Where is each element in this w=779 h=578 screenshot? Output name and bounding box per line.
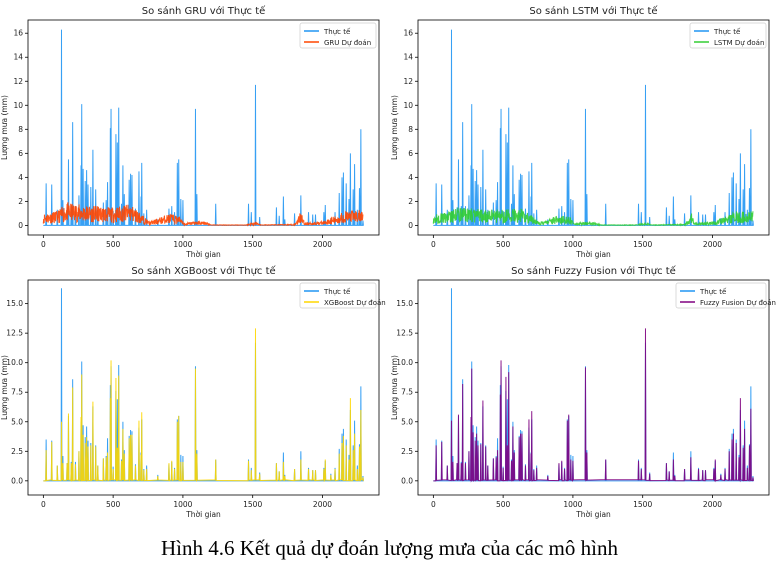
chart-xgboost: So sánh XGBoost với Thực tế 0 500 1000 1500 2…: [0, 260, 390, 520]
y-tick-label: 0: [408, 221, 413, 230]
actual-series-line: [433, 288, 754, 482]
legend-label: XGBoost Dự đoán: [324, 299, 386, 307]
y-tick-label: 10.0: [396, 358, 413, 367]
x-tick-label: 0: [431, 500, 436, 509]
legend-label: Thực tế: [323, 288, 351, 296]
y-tick-label: 14: [403, 53, 413, 62]
x-tick-label: 1500: [633, 240, 652, 249]
legend-label: Thực tế: [323, 28, 351, 36]
y-axis-label: Lượng mưa (mm): [0, 95, 9, 160]
y-tick-label: 0.0: [401, 476, 413, 485]
y-axis-label: Lượng mưa (mm): [390, 355, 399, 420]
chart-lstm: So sánh LSTM với Thực tế 0 500 1000 1500 2000…: [390, 0, 779, 260]
xgboost-prediction-line: [43, 328, 364, 483]
y-tick-label: 0: [18, 221, 23, 230]
y-tick-label: 5.0: [11, 417, 23, 426]
y-tick-label: 12: [13, 77, 23, 86]
x-tick-label: 500: [496, 500, 511, 509]
fuzzy-prediction-line: [433, 328, 755, 483]
y-tick-label: 12.5: [6, 329, 23, 338]
y-tick-label: 15.0: [396, 299, 413, 308]
axes-frame: [417, 19, 770, 236]
legend-label: Thực tế: [699, 288, 727, 296]
y-tick-label: 2.5: [11, 447, 23, 456]
legend-box: [675, 282, 767, 309]
axes-frame: [417, 279, 770, 496]
x-tick-label: 1000: [173, 500, 192, 509]
x-tick-label: 2000: [703, 240, 722, 249]
x-tick-label: 2000: [313, 500, 332, 509]
y-tick-label: 6: [408, 149, 413, 158]
x-axis-label: Thời gian: [575, 250, 611, 259]
chart-gru: So sánh GRU với Thực tế 0 500 1000 1500 2000 0…: [0, 0, 390, 260]
gru-prediction-line: [42, 201, 364, 227]
y-tick-label: 12.5: [396, 329, 413, 338]
x-tick-label: 1500: [633, 500, 652, 509]
y-tick-label: 16: [403, 29, 413, 38]
figure-caption: Hình 4.6 Kết quả dự đoán lượng mưa của c…: [161, 536, 618, 560]
y-tick-label: 4: [18, 173, 23, 182]
x-axis-label: Thời gian: [185, 250, 221, 259]
y-tick-label: 5.0: [401, 417, 413, 426]
y-tick-label: 2.5: [401, 447, 413, 456]
x-axis-label: Thời gian: [185, 510, 221, 519]
legend-label: LSTM Dự đoán: [714, 39, 764, 47]
lstm-prediction-line: [432, 207, 754, 227]
x-tick-label: 1000: [563, 500, 582, 509]
axes-frame: [27, 19, 380, 236]
y-tick-label: 2: [408, 197, 413, 206]
x-tick-label: 1000: [563, 240, 582, 249]
x-tick-label: 2000: [703, 500, 722, 509]
x-tick-label: 0: [41, 500, 46, 509]
y-tick-label: 8: [408, 125, 413, 134]
actual-series-line: [433, 29, 754, 226]
x-tick-label: 0: [431, 240, 436, 249]
x-tick-label: 500: [106, 500, 121, 509]
y-tick-label: 10: [13, 101, 23, 110]
x-tick-label: 500: [106, 240, 121, 249]
y-tick-label: 7.5: [401, 388, 413, 397]
x-tick-label: 1000: [173, 240, 192, 249]
x-tick-label: 1500: [243, 500, 262, 509]
y-tick-label: 8: [18, 125, 23, 134]
y-tick-label: 6: [18, 149, 23, 158]
legend-label: GRU Dự đoán: [324, 39, 371, 47]
legend-label: Fuzzy Fusion Dự đoán: [700, 299, 776, 307]
axes-frame: [27, 279, 380, 496]
actual-series-line: [43, 288, 364, 482]
y-axis-label: Lượng mưa (mm): [390, 95, 399, 160]
y-tick-label: 15.0: [6, 299, 23, 308]
y-tick-label: 10: [403, 101, 413, 110]
x-tick-label: 2000: [313, 240, 332, 249]
chart-title: So sánh Fuzzy Fusion với Thực tế: [511, 265, 677, 277]
x-tick-label: 1500: [243, 240, 262, 249]
chart-title: So sánh XGBoost với Thực tế: [131, 265, 276, 277]
y-axis-label: Lượng mưa (mm): [0, 355, 9, 420]
y-tick-label: 2: [18, 197, 23, 206]
y-tick-label: 14: [13, 53, 23, 62]
actual-series-line: [43, 29, 364, 226]
y-tick-label: 4: [408, 173, 413, 182]
x-tick-label: 500: [496, 240, 511, 249]
chart-fuzzy-fusion: So sánh Fuzzy Fusion với Thực tế 0 500 1000…: [390, 260, 779, 520]
chart-title: So sánh GRU với Thực tế: [142, 5, 266, 17]
chart-title: So sánh LSTM với Thực tế: [529, 5, 658, 17]
y-tick-label: 10.0: [6, 358, 23, 367]
x-axis-label: Thời gian: [575, 510, 611, 519]
y-tick-label: 12: [403, 77, 413, 86]
legend-label: Thực tế: [713, 28, 741, 36]
x-tick-label: 0: [41, 240, 46, 249]
y-tick-label: 0.0: [11, 476, 23, 485]
y-tick-label: 16: [13, 29, 23, 38]
y-tick-label: 7.5: [11, 388, 23, 397]
